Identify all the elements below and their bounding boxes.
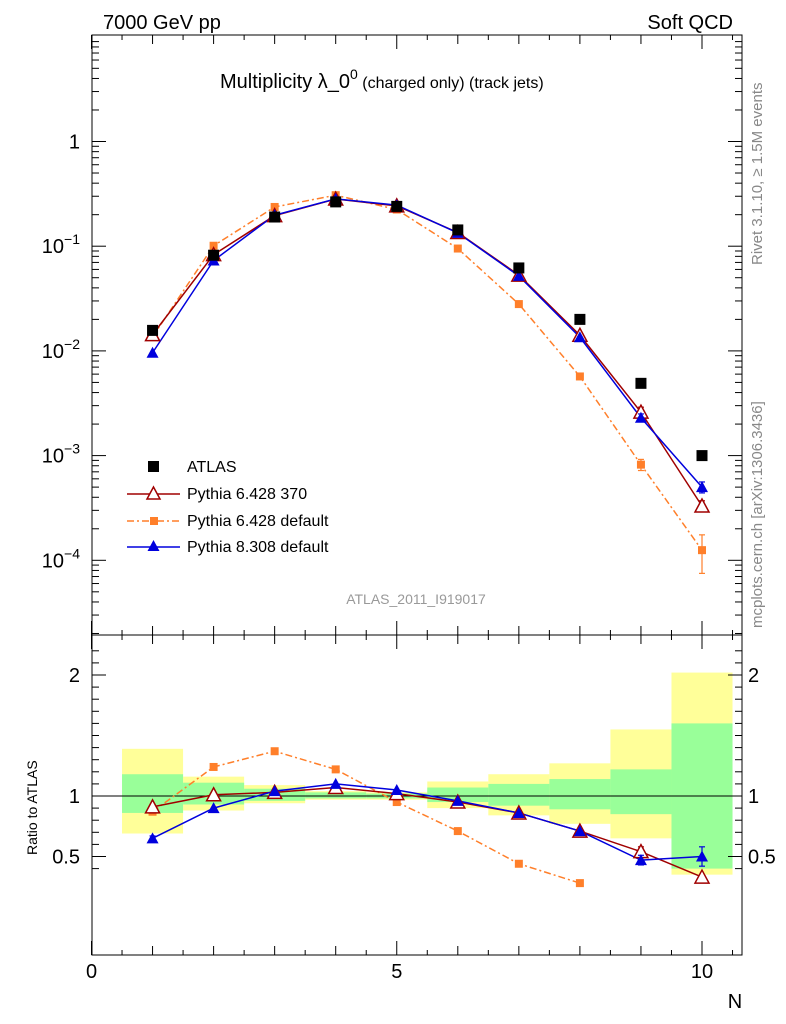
band-inner — [549, 779, 611, 810]
point-p6_default — [636, 460, 645, 469]
point-p6_370 — [693, 497, 711, 513]
ratio-ytick-label-left: 2 — [69, 665, 80, 687]
point-p8 — [573, 331, 586, 343]
ratio-point-p8 — [390, 783, 403, 795]
series-line-p6_default — [152, 750, 581, 884]
point-p8 — [146, 346, 159, 358]
series-line-p8 — [151, 198, 703, 488]
main-ytick-label: 1 — [69, 132, 80, 154]
point-p8 — [512, 269, 525, 281]
ratio-frame — [91, 634, 743, 956]
point-p6_default — [209, 241, 218, 250]
point-atlas — [391, 200, 403, 212]
ratio-ytick-label-right: 0.5 — [748, 847, 776, 869]
point-p8 — [634, 411, 647, 423]
band-inner — [305, 792, 367, 799]
ratio-point-p8 — [329, 777, 342, 789]
ratio-ticks: 0.5 0.5 1 1 2 2 0 5 10 — [52, 635, 776, 983]
point-p6_default — [575, 372, 584, 381]
legend-label-p8: Pythia 8.308 default — [187, 539, 329, 556]
ratio-point-p8 — [268, 785, 281, 797]
mcplots-label: mcplots.cern.ch [arXiv:1306.3436] — [749, 401, 766, 628]
ratio-point-p6_370 — [693, 868, 711, 884]
main-data — [144, 190, 711, 574]
band-inner — [488, 783, 550, 806]
plot-title: Multiplicity λ_00 (charged only) (track … — [220, 66, 544, 93]
title-sup: 0 — [350, 66, 358, 82]
analysis-id: ATLAS_2011_I919017 — [346, 591, 486, 607]
ratio-data — [144, 747, 711, 888]
ratio-point-p8 — [207, 802, 220, 814]
legend-label-atlas: ATLAS — [187, 459, 237, 476]
point-atlas — [574, 313, 586, 325]
point-atlas — [269, 211, 281, 223]
point-p6_default — [453, 244, 462, 253]
ratio-bands — [92, 672, 742, 875]
point-p6_default — [698, 546, 706, 555]
point-p6_default — [270, 202, 279, 211]
ratio-point-p8 — [696, 850, 708, 862]
legend-marker-p8 — [147, 540, 160, 551]
title-main: Multiplicity λ_0 — [220, 71, 350, 93]
ratio-ytick-label-left: 1 — [69, 786, 80, 808]
ratio-point-p6_default — [514, 859, 523, 868]
ratio-point-p6_370 — [205, 786, 222, 802]
ratio-point-p8 — [573, 825, 586, 837]
legend-label-p6-default: Pythia 6.428 default — [187, 513, 329, 530]
legend-marker-p6-default — [150, 517, 158, 525]
ratio-point-p6_default — [331, 765, 340, 774]
ratio-ytick-label-right: 1 — [748, 786, 759, 808]
ratio-ylabel: Ratio to ATLAS — [24, 760, 40, 855]
main-panel: 1 10−1 10−2 10−3 10−4 — [42, 34, 743, 636]
xtick-label: 10 — [691, 961, 713, 983]
ratio-point-p6_default — [453, 827, 462, 836]
main-ytick-label: 10−1 — [42, 231, 80, 258]
header-right: Soft QCD — [647, 12, 733, 34]
ratio-point-p6_default — [575, 879, 584, 888]
ratio-point-p8 — [512, 806, 525, 818]
point-atlas — [513, 262, 525, 274]
point-atlas — [696, 450, 708, 462]
header-left: 7000 GeV pp — [103, 12, 221, 34]
point-p6_default — [514, 300, 523, 309]
rivet-label: Rivet 3.1.10, ≥ 1.5M events — [749, 83, 766, 266]
series-line-p8 — [152, 783, 703, 861]
ratio-point-p6_370 — [144, 798, 161, 814]
legend-marker-atlas — [148, 461, 159, 472]
main-ytick-label: 10−4 — [42, 545, 80, 572]
ratio-point-p6_default — [392, 798, 401, 807]
ratio-ytick-label-right: 2 — [748, 665, 759, 687]
ratio-point-p8 — [634, 854, 647, 866]
point-atlas — [330, 196, 342, 208]
ratio-point-p8 — [451, 794, 464, 806]
main-ytick-label: 10−2 — [42, 336, 80, 363]
point-atlas — [147, 324, 159, 336]
legend-label-p6-370: Pythia 6.428 370 — [187, 486, 307, 503]
ratio-point-p6_default — [270, 747, 279, 756]
ratio-series — [144, 747, 711, 888]
x-axis-label: N — [728, 991, 742, 1013]
ratio-ytick-label-left: 0.5 — [52, 847, 80, 869]
xtick-label: 0 — [86, 961, 97, 983]
title-sub: (charged only) (track jets) — [358, 75, 544, 92]
point-atlas — [208, 249, 220, 261]
ratio-point-p6_default — [209, 762, 218, 771]
xtick-label: 5 — [391, 961, 402, 983]
legend: ATLAS Pythia 6.428 370 Pythia 6.428 defa… — [127, 459, 329, 556]
point-atlas — [635, 377, 647, 389]
ratio-point-p8 — [146, 832, 159, 844]
band-inner — [610, 769, 672, 815]
series-line-p6_default — [151, 194, 703, 551]
ratio-panel: 0.5 0.5 1 1 2 2 0 5 10 — [52, 634, 776, 983]
main-ytick-label: 10−3 — [42, 441, 80, 468]
main-ticks: 1 10−1 10−2 10−3 10−4 — [42, 35, 742, 635]
point-p8 — [696, 481, 708, 493]
point-atlas — [452, 224, 464, 236]
series-line-p6_370 — [152, 786, 703, 878]
legend-marker-p6-370 — [145, 485, 162, 500]
